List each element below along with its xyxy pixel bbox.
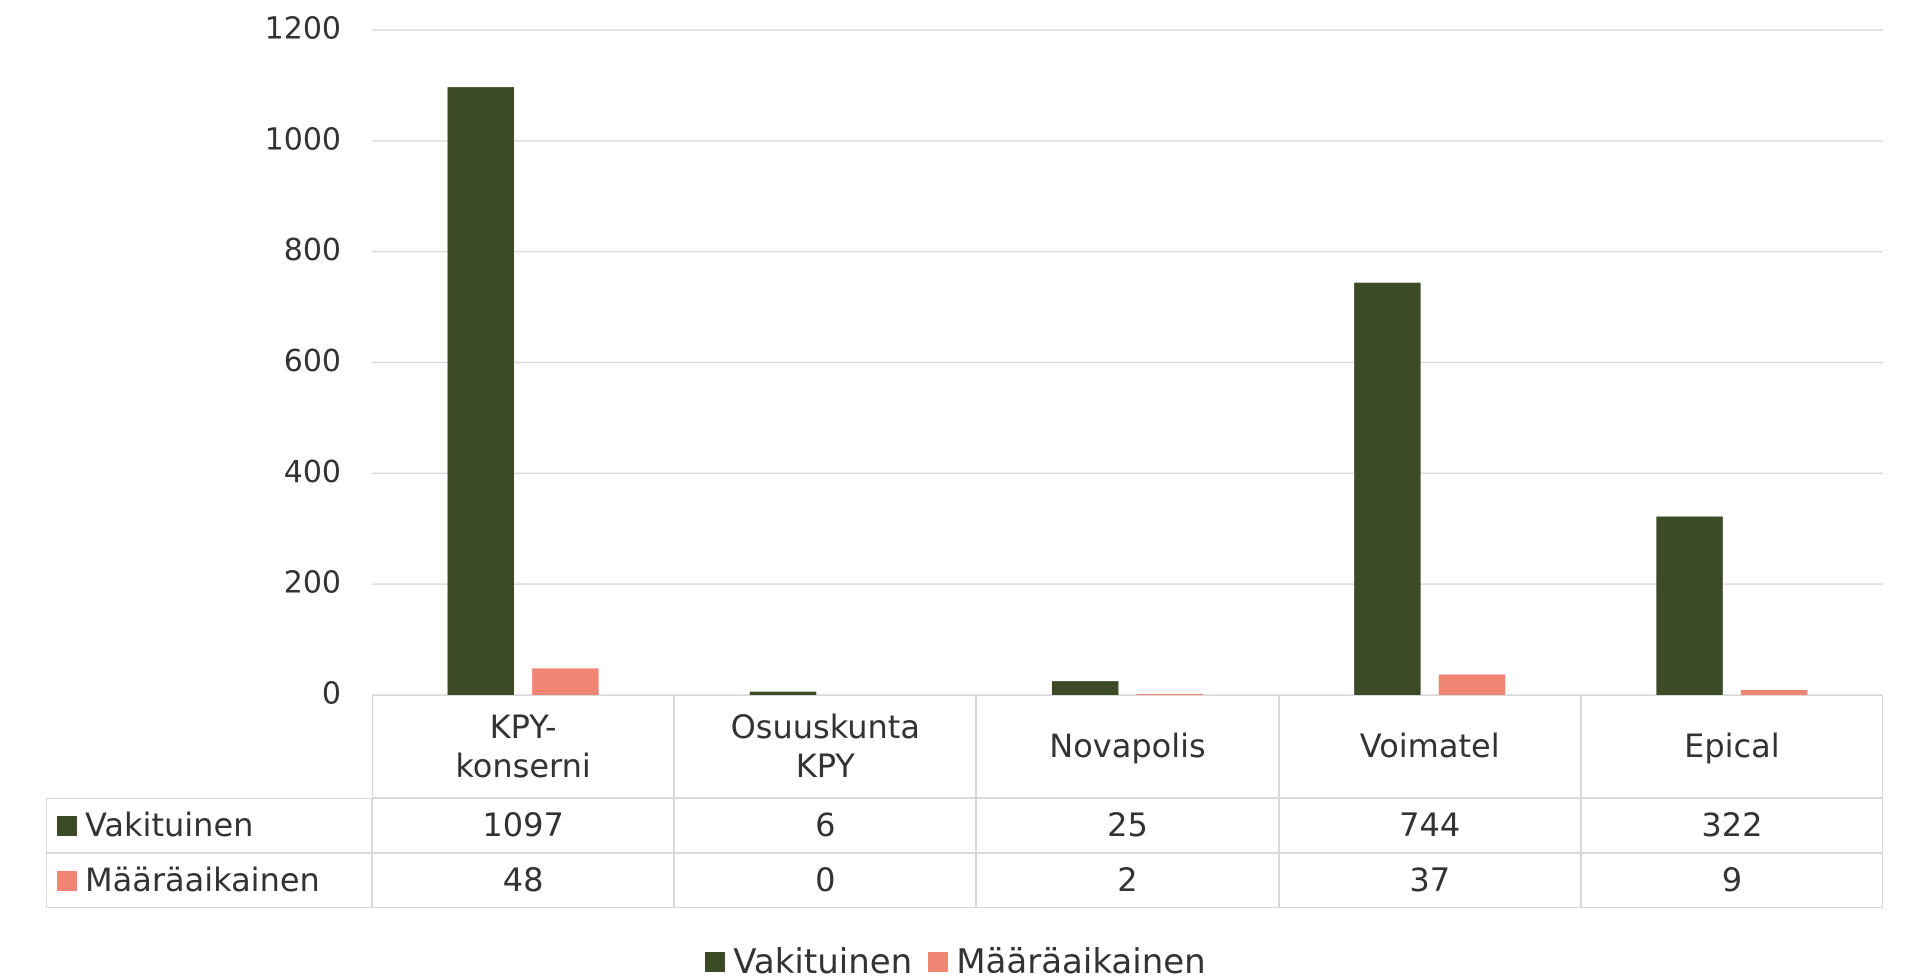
table-value: 1097 — [372, 798, 675, 853]
legend-swatch — [57, 870, 77, 891]
category-text: Voimatel — [1359, 727, 1500, 766]
legend-swatch — [928, 952, 949, 972]
category-text: Novapolis — [1049, 727, 1206, 766]
table-value: 0 — [674, 853, 977, 908]
y-tick-label: 1000 — [265, 122, 341, 157]
legend-swatch — [705, 952, 726, 972]
category-text: Epical — [1684, 727, 1780, 766]
y-tick-label: 1200 — [265, 12, 341, 47]
x-tick-label: Epical — [1580, 695, 1883, 798]
bar — [749, 691, 817, 695]
bar — [1740, 690, 1808, 695]
legend-item: Vakituinen — [705, 942, 912, 980]
x-tick-label: Osuuskunta KPY — [674, 695, 977, 798]
legend-swatch — [57, 815, 77, 836]
table-row-label: Määräaikainen — [46, 853, 372, 908]
table-value: 48 — [372, 853, 675, 908]
table-value: 322 — [1580, 798, 1883, 853]
legend-label: Määräaikainen — [956, 942, 1206, 980]
series-name: Vakituinen — [85, 806, 254, 845]
y-tick-label: 0 — [322, 677, 341, 712]
legend-label: Vakituinen — [733, 942, 913, 980]
series-name: Määräaikainen — [85, 861, 320, 900]
category-text: KPY-konserni — [455, 708, 591, 785]
y-tick-label: 400 — [284, 455, 341, 490]
x-tick-label: Voimatel — [1278, 695, 1581, 798]
table-value: 2 — [976, 853, 1279, 908]
x-tick-label: Novapolis — [976, 695, 1279, 798]
table-value: 6 — [674, 798, 977, 853]
table-row-label: Vakituinen — [46, 798, 372, 853]
bar — [1354, 282, 1421, 695]
legend-item: Määräaikainen — [928, 942, 1206, 980]
y-tick-label: 200 — [284, 566, 341, 601]
bar — [1051, 681, 1119, 695]
bar — [532, 668, 599, 695]
table-value: 9 — [1580, 853, 1883, 908]
bar — [1656, 516, 1723, 695]
x-tick-label: KPY-konserni — [372, 695, 675, 798]
bar — [1136, 693, 1204, 695]
table-value: 37 — [1278, 853, 1581, 908]
legend: Vakituinen Määräaikainen — [0, 942, 1911, 980]
y-tick-label: 800 — [284, 233, 341, 268]
table-value: 25 — [976, 798, 1279, 853]
bar — [1438, 674, 1506, 695]
category-text: Osuuskunta KPY — [730, 708, 920, 785]
bar — [447, 87, 515, 696]
table-value: 744 — [1278, 798, 1581, 853]
y-tick-label: 600 — [284, 344, 341, 379]
